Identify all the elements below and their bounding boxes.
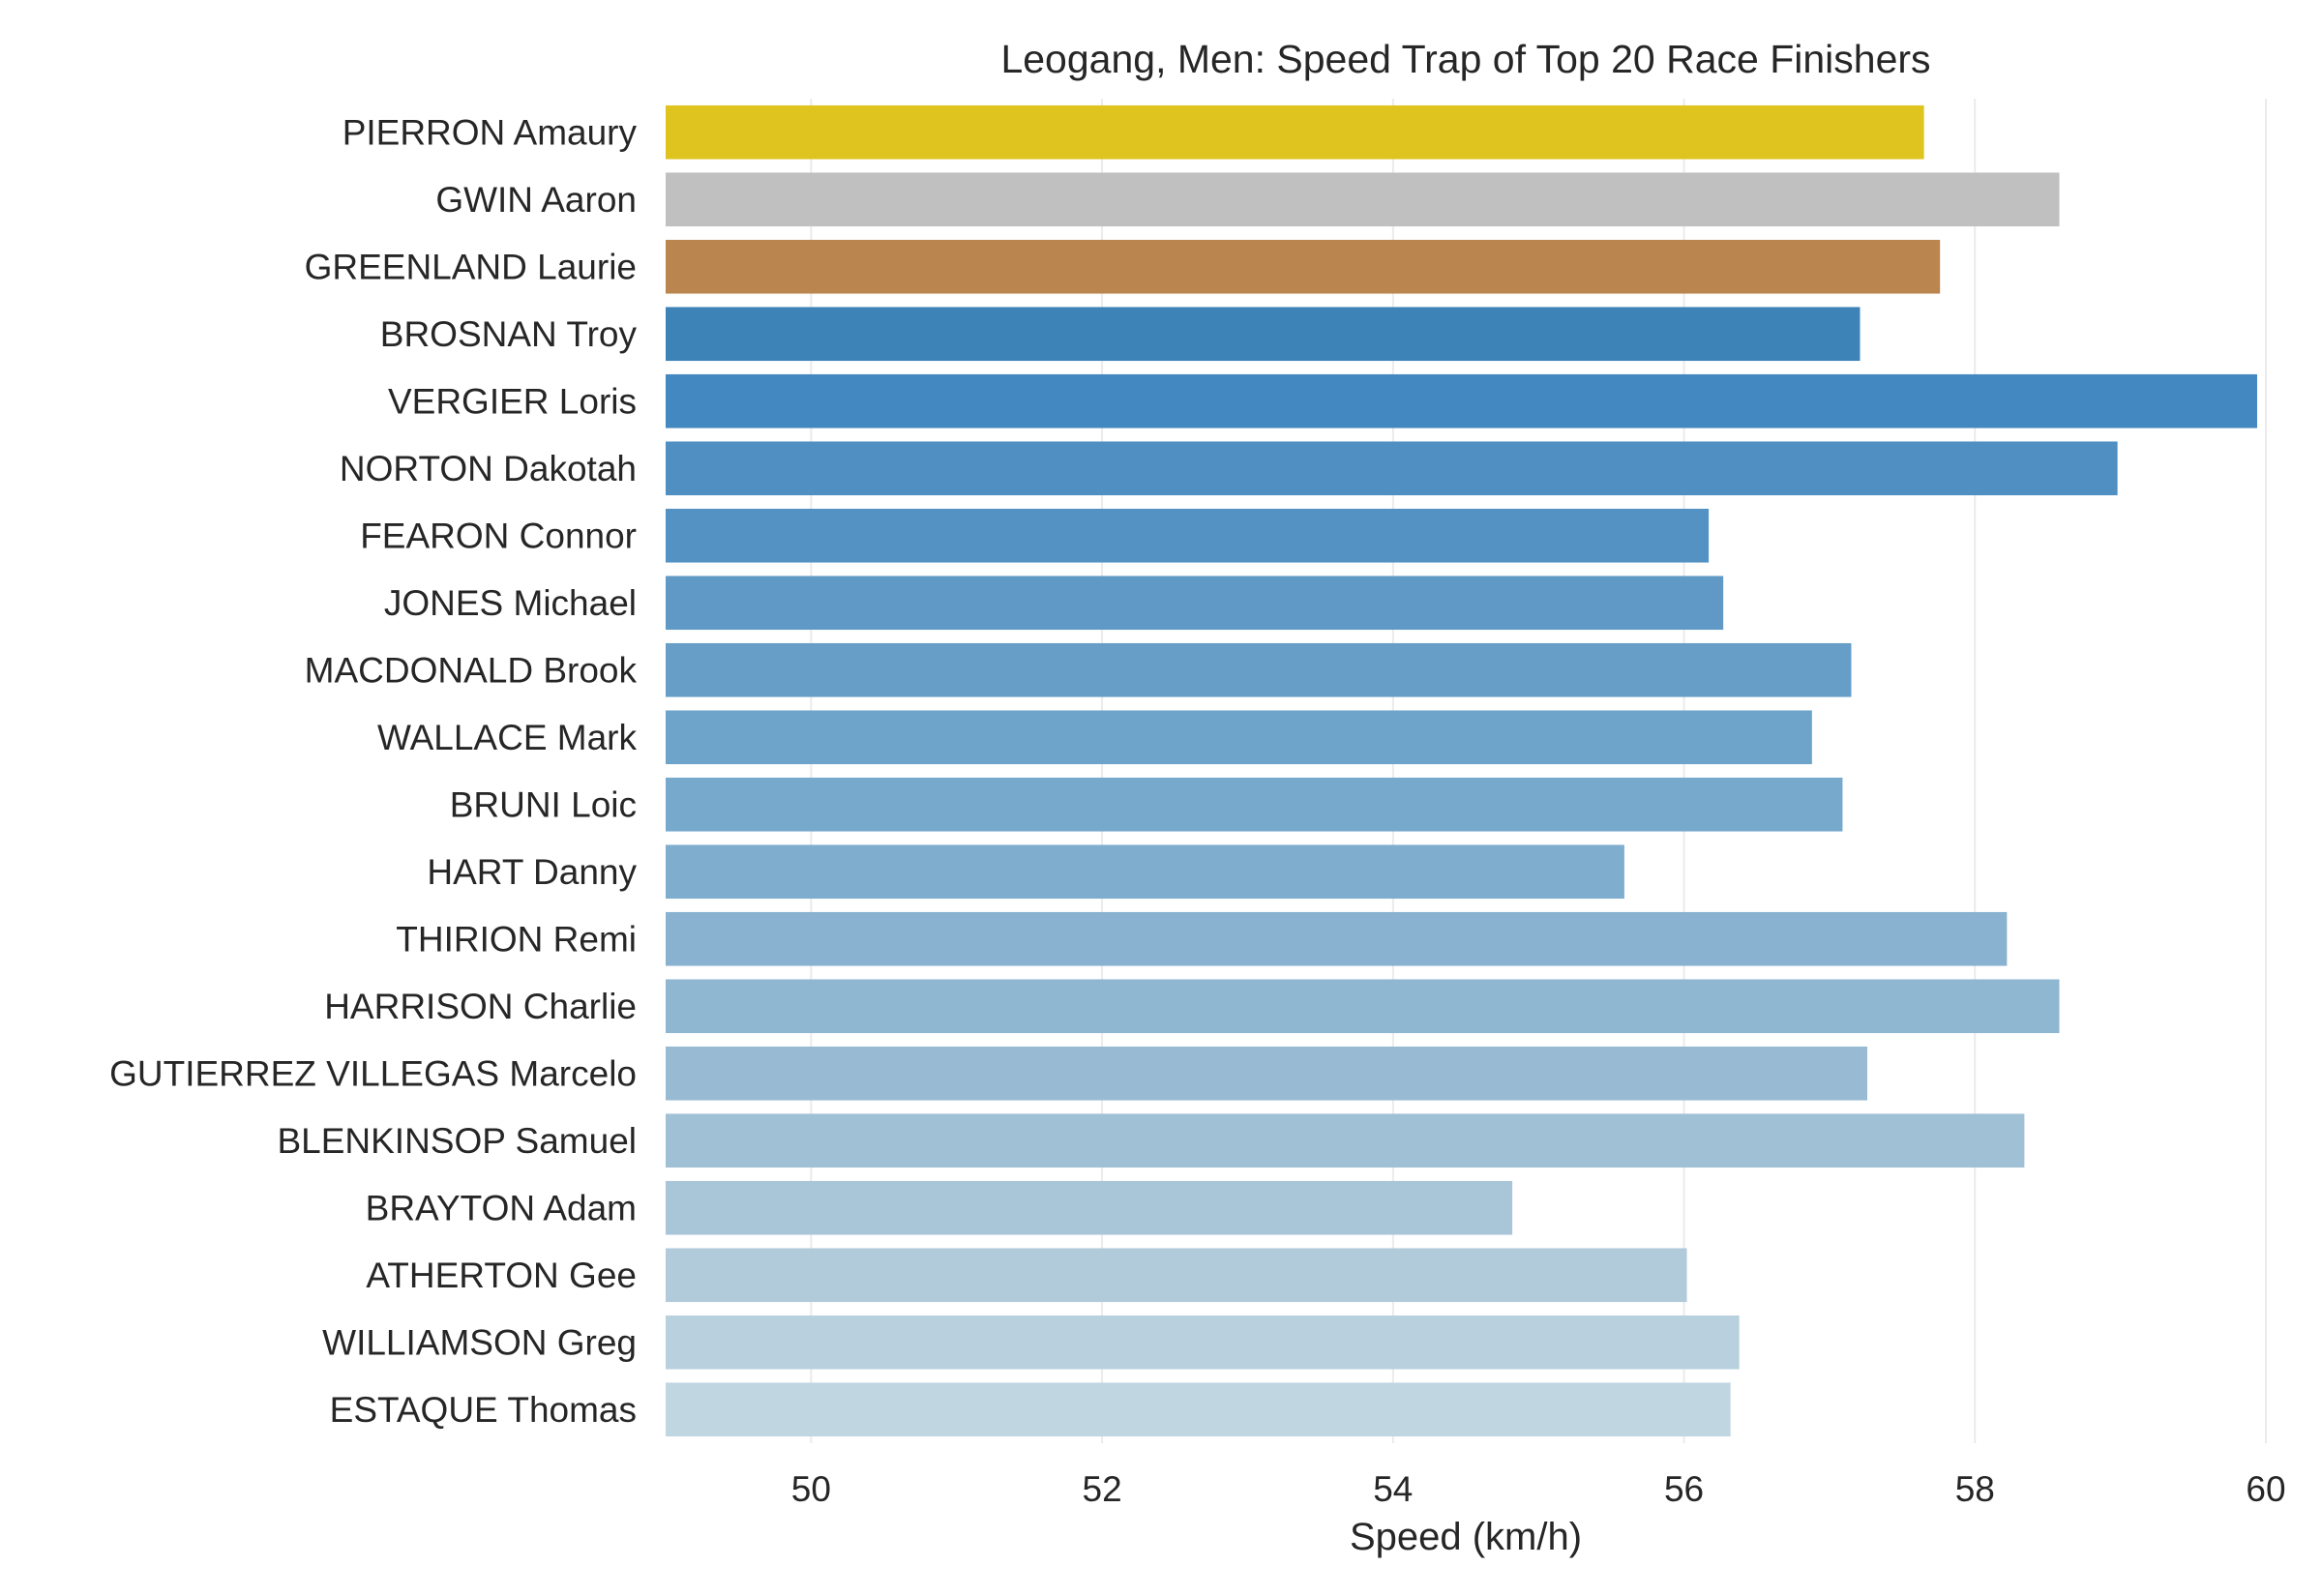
bar (666, 1315, 1740, 1370)
category-label: GUTIERREZ VILLEGAS Marcelo (109, 1053, 637, 1093)
category-label: HARRISON Charlie (324, 987, 637, 1026)
category-labels: PIERRON Amaury GWIN Aaron GREENLAND Laurie… (109, 112, 637, 1430)
category-label: BRUNI Loic (450, 784, 637, 824)
x-tick-label: 58 (1955, 1469, 1995, 1509)
category-label: FEARON Connor (360, 516, 637, 555)
category-label: HART Danny (427, 852, 637, 892)
bar (666, 1046, 1868, 1101)
category-label: GREENLAND Laurie (305, 247, 637, 286)
category-label: PIERRON Amaury (342, 112, 638, 152)
bar (666, 441, 2118, 496)
x-tick-labels: 50 52 54 56 58 60 (791, 1469, 2286, 1509)
chart-title: Leogang, Men: Speed Trap of Top 20 Race … (1000, 37, 1930, 81)
bar (666, 104, 1924, 160)
category-label: ESTAQUE Thomas (330, 1390, 637, 1430)
bar (666, 576, 1724, 631)
bar (666, 239, 1941, 294)
bar (666, 172, 2060, 227)
bar (666, 911, 2008, 966)
category-label: WALLACE Mark (377, 718, 637, 757)
x-tick-label: 50 (791, 1469, 831, 1509)
category-label: GWIN Aaron (435, 180, 637, 220)
category-label: BROSNAN Troy (380, 314, 638, 354)
category-label: BLENKINSOP Samuel (277, 1121, 637, 1161)
gridlines (810, 99, 2267, 1443)
bar (666, 1382, 1731, 1437)
bar (666, 642, 1852, 697)
category-label: NORTON Dakotah (340, 449, 637, 488)
bar (666, 1180, 1513, 1235)
bar (666, 1248, 1687, 1303)
category-label: THIRION Remi (396, 919, 637, 959)
bars (666, 104, 2257, 1437)
bar (666, 1113, 2025, 1168)
bar (666, 777, 1843, 832)
category-label: JONES Michael (384, 583, 637, 623)
category-label: WILLIAMSON Greg (322, 1322, 637, 1362)
bar (666, 307, 1861, 362)
x-axis-label: Speed (km/h) (1350, 1516, 1582, 1558)
category-label: MACDONALD Brook (305, 650, 638, 690)
category-label: VERGIER Loris (388, 381, 637, 421)
bar (666, 710, 1812, 765)
category-label: ATHERTON Gee (366, 1256, 637, 1295)
x-tick-label: 60 (2246, 1469, 2285, 1509)
bar (666, 373, 2257, 429)
bar (666, 844, 1624, 900)
x-tick-label: 56 (1664, 1469, 1704, 1509)
x-tick-label: 52 (1083, 1469, 1122, 1509)
category-label: BRAYTON Adam (366, 1188, 637, 1227)
x-tick-label: 54 (1373, 1469, 1413, 1509)
bar (666, 508, 1710, 563)
bar (666, 979, 2060, 1034)
